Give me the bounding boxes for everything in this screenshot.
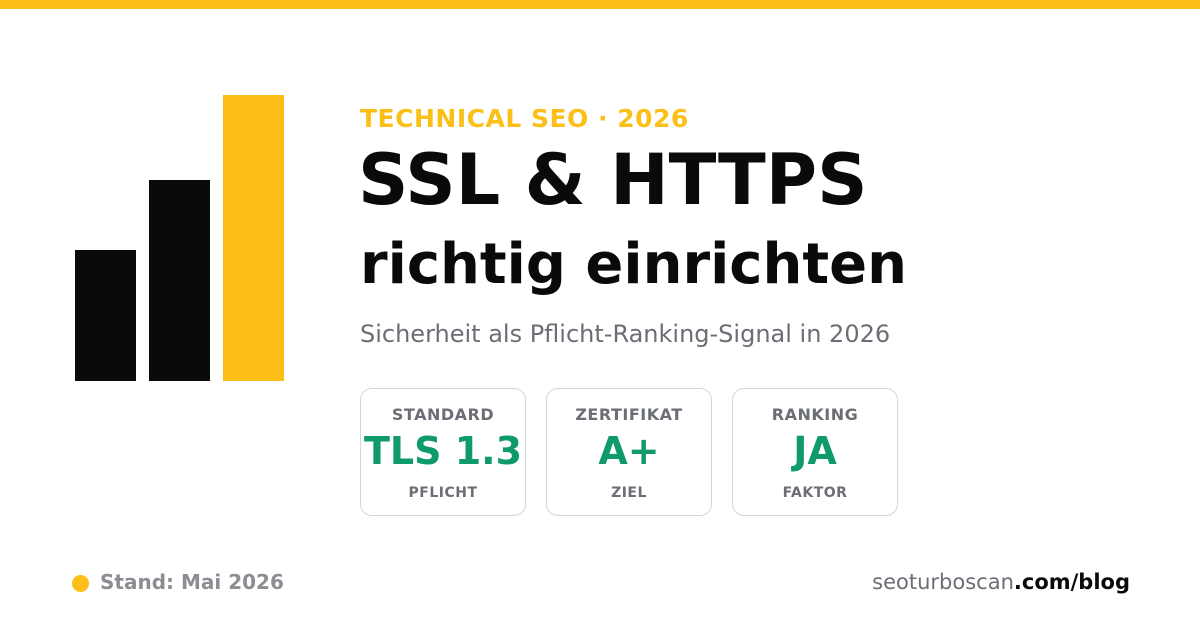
stat-card-note: PFLICHT (408, 485, 478, 501)
stat-card-ranking: RANKING JA FAKTOR (732, 388, 898, 516)
footer-url-path: .com/blog (1013, 570, 1130, 594)
logo-bar-short (75, 250, 136, 381)
stat-card-note: FAKTOR (782, 485, 848, 501)
eyebrow-label: TECHNICAL SEO · 2026 (360, 104, 689, 133)
stat-card-standard: STANDARD TLS 1.3 PFLICHT (360, 388, 526, 516)
bar-chart-logo-icon (0, 0, 340, 400)
logo-bar-tall (223, 95, 284, 381)
page-title-line2: richtig einrichten (360, 232, 907, 297)
stat-card-label: STANDARD (391, 405, 495, 424)
footer-url: seoturboscan.com/blog (872, 570, 1130, 594)
logo-bar-medium (149, 180, 210, 381)
stat-card-value: JA (793, 429, 837, 473)
stat-card-value: TLS 1.3 (363, 429, 523, 473)
stat-card-label: ZERTIFIKAT (575, 405, 683, 424)
stat-card-value: A+ (598, 429, 660, 473)
footer-url-domain: seoturboscan (872, 570, 1014, 594)
page-subtitle: Sicherheit als Pflicht-Ranking-Signal in… (360, 320, 891, 348)
stat-card-label: RANKING (771, 405, 859, 424)
page-title: SSL & HTTPS (358, 139, 868, 221)
stat-card-zertifikat: ZERTIFIKAT A+ ZIEL (546, 388, 712, 516)
status-dot-icon (72, 575, 89, 592)
stat-card-note: ZIEL (611, 485, 647, 501)
top-accent-bar (0, 0, 1200, 9)
footer-date: Stand: Mai 2026 (100, 570, 284, 594)
